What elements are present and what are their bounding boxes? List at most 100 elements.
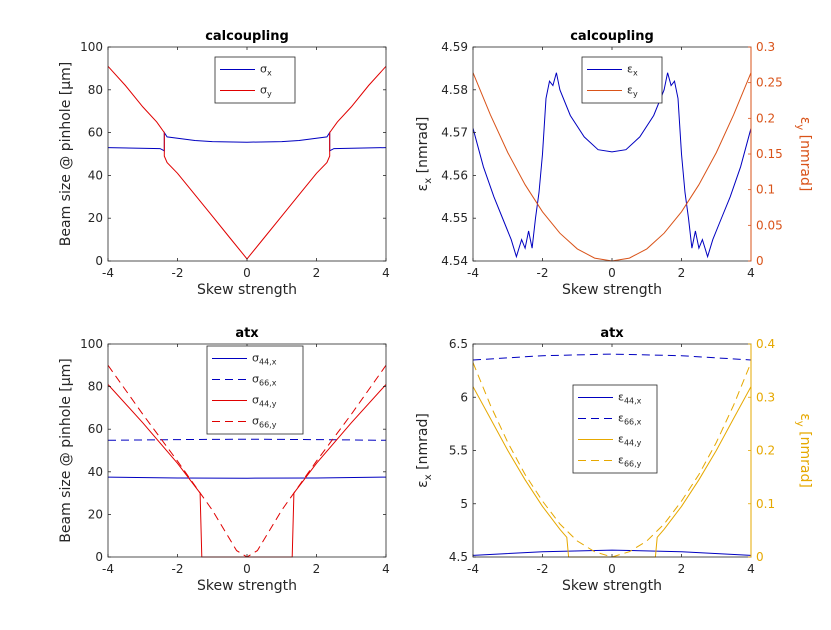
y-tick-label: 0 <box>95 550 103 564</box>
y-tick-label: 80 <box>88 380 103 394</box>
x-tick-label: -4 <box>467 266 479 280</box>
legend-entry: εy <box>627 84 638 99</box>
right-y-tick-label: 0.4 <box>756 337 775 351</box>
y-tick-label: 4.57 <box>441 126 468 140</box>
x-tick-label: 0 <box>243 266 251 280</box>
legend-box <box>214 56 296 104</box>
x-axis-label: Skew strength <box>562 282 662 298</box>
x-tick-label: -2 <box>537 266 549 280</box>
legend-entry: σx <box>260 63 272 78</box>
right-y-tick-label: 0 <box>756 550 764 564</box>
x-tick-label: -2 <box>172 562 184 576</box>
series-line-1 <box>473 549 751 556</box>
x-tick-label: -2 <box>537 562 549 576</box>
x-axis-label: Skew strength <box>562 578 662 594</box>
chart-title: atx <box>600 326 624 341</box>
y-tick-label: 20 <box>88 507 103 521</box>
x-tick-label: 0 <box>608 562 616 576</box>
x-tick-label: 2 <box>678 266 686 280</box>
legend-entry: ε44,y <box>618 433 642 448</box>
chart-title: calcoupling <box>205 29 289 44</box>
y-tick-label: 80 <box>88 83 103 97</box>
right-y-tick-label: 0.15 <box>756 147 783 161</box>
y-tick-label: 100 <box>80 337 103 351</box>
right-y-axis-label: εy [nmrad] <box>794 413 813 488</box>
legend-box <box>572 384 658 474</box>
chart-title: calcoupling <box>570 29 654 44</box>
series-line-2 <box>108 438 386 441</box>
y-tick-label: 40 <box>88 168 103 182</box>
x-tick-label: 4 <box>747 266 755 280</box>
legend: σx σy <box>214 56 296 104</box>
y-tick-label: 5 <box>460 497 468 511</box>
legend: ε44,x ε66,x ε44,y ε66,y <box>572 384 658 474</box>
legend-entry: ε66,y <box>618 454 642 469</box>
right-y-tick-label: 0.05 <box>756 218 783 232</box>
y-tick-label: 40 <box>88 465 103 479</box>
x-tick-label: 4 <box>382 562 390 576</box>
legend-entry: εx <box>627 63 638 78</box>
y-axis-label: εx [nmrad] <box>415 413 434 488</box>
right-y-tick-label: 0.3 <box>756 40 775 54</box>
y-tick-label: 100 <box>80 40 103 54</box>
legend-entry: σ66,y <box>252 415 277 430</box>
legend-entry: σ44,y <box>252 394 277 409</box>
y-tick-label: 4.59 <box>441 40 468 54</box>
right-y-axis-label: εy [nmrad] <box>794 117 813 192</box>
right-y-tick-label: 0.1 <box>756 183 775 197</box>
y-tick-label: 6.5 <box>449 337 468 351</box>
x-tick-label: 2 <box>313 266 321 280</box>
legend-entry: ε44,x <box>618 391 642 406</box>
y-tick-label: 60 <box>88 422 103 436</box>
legend-entry: σ66,x <box>252 373 277 388</box>
y-tick-label: 6 <box>460 390 468 404</box>
x-tick-label: 2 <box>313 562 321 576</box>
x-axis-label: Skew strength <box>197 282 297 298</box>
series-line-1 <box>473 72 751 259</box>
y-axis-label: Beam size @ pinhole [μm] <box>58 358 74 542</box>
legend-box <box>206 345 304 435</box>
legend-entry: σy <box>260 84 272 99</box>
x-tick-label: -2 <box>172 266 184 280</box>
chart-4: -4 -2 0 2 4 4.5 5 5.5 6 6.5 0 0.1 0.2 0.3 0.4 εy [nmrad… <box>415 326 813 594</box>
y-tick-label: 4.58 <box>441 83 468 97</box>
x-tick-label: 0 <box>608 266 616 280</box>
y-tick-label: 4.5 <box>449 550 468 564</box>
legend: σ44,x σ66,x σ44,y σ66,y <box>206 345 304 435</box>
x-tick-label: 4 <box>747 562 755 576</box>
legend-entry: ε66,x <box>618 412 642 427</box>
right-y-tick-label: 0.25 <box>756 76 783 90</box>
y-tick-label: 5.5 <box>449 444 468 458</box>
x-tick-label: 0 <box>243 562 251 576</box>
chart-2: -4 -2 0 2 4 4.54 4.55 4.56 4.57 4.58 4.59 0 0.05 0.1 0… <box>415 29 813 298</box>
y-axis-label: Beam size @ pinhole [μm] <box>58 62 74 246</box>
y-tick-label: 4.55 <box>441 211 468 225</box>
chart-title: atx <box>235 326 259 341</box>
x-tick-label: -4 <box>467 562 479 576</box>
y-axis-label: εx [nmrad] <box>415 117 434 192</box>
series-line-4 <box>473 362 751 558</box>
x-tick-label: -4 <box>102 266 114 280</box>
y-tick-label: 60 <box>88 126 103 140</box>
x-tick-label: 2 <box>678 562 686 576</box>
x-axis-label: Skew strength <box>197 578 297 594</box>
right-y-tick-label: 0.3 <box>756 390 775 404</box>
y-tick-label: 0 <box>95 254 103 268</box>
legend-box <box>581 56 663 104</box>
series-line-2 <box>473 353 751 361</box>
legend-entry: σ44,x <box>252 352 277 367</box>
right-y-tick-label: 0.2 <box>756 444 775 458</box>
right-y-tick-label: 0 <box>756 254 764 268</box>
x-tick-label: -4 <box>102 562 114 576</box>
y-tick-label: 4.56 <box>441 168 468 182</box>
legend: εx εy <box>581 56 663 104</box>
series-line-1 <box>108 476 386 479</box>
right-y-tick-label: 0.2 <box>756 111 775 125</box>
y-tick-label: 20 <box>88 211 103 225</box>
right-y-tick-label: 0.1 <box>756 497 775 511</box>
x-tick-label: 4 <box>382 266 390 280</box>
y-tick-label: 4.54 <box>441 254 468 268</box>
